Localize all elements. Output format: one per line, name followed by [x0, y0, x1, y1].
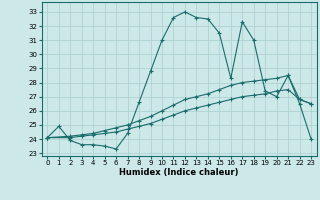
- X-axis label: Humidex (Indice chaleur): Humidex (Indice chaleur): [119, 168, 239, 177]
